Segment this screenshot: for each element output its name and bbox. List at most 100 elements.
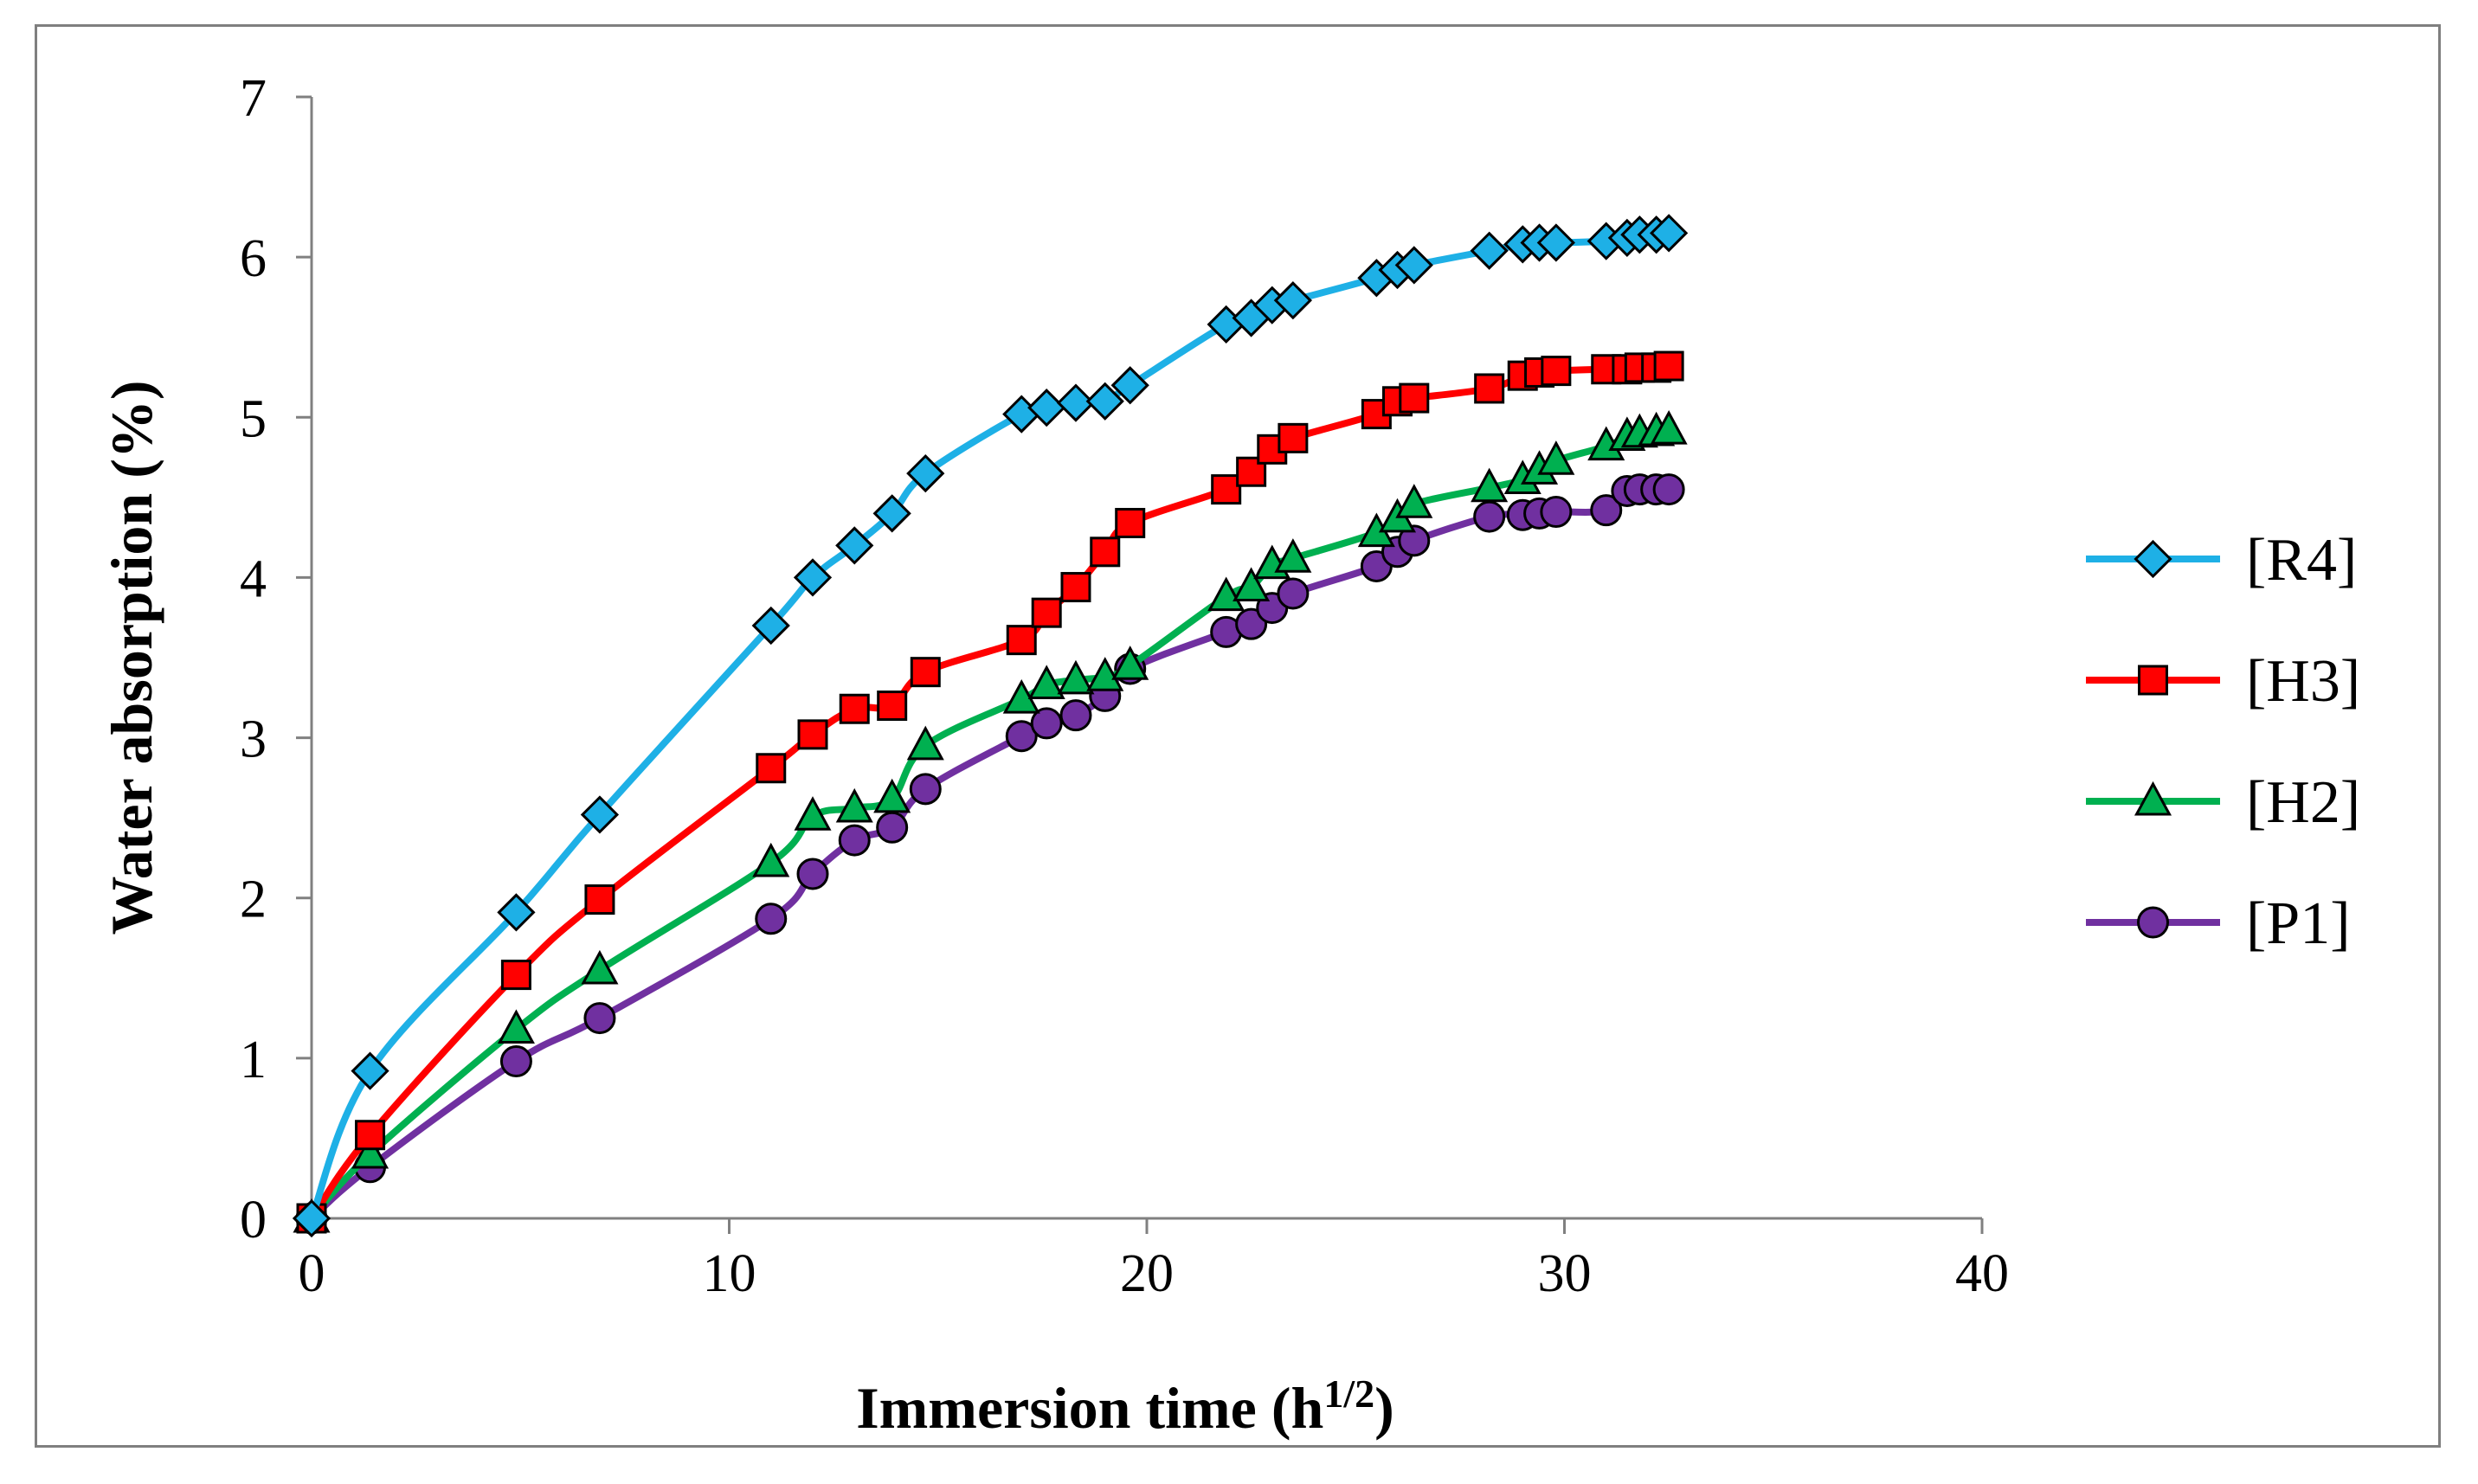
x-axis-title-main: Immersion time <box>856 1375 1257 1441</box>
data-point <box>1653 350 1684 382</box>
y-tick-label: 4 <box>240 549 267 608</box>
data-point <box>1399 382 1430 414</box>
data-point <box>909 773 942 806</box>
y-tick-label: 2 <box>240 870 267 929</box>
data-point <box>1394 246 1433 285</box>
data-point <box>1085 382 1124 421</box>
data-point <box>838 824 871 857</box>
y-tick-label: 3 <box>240 710 267 769</box>
x-tick-label: 10 <box>703 1244 756 1303</box>
y-tick-label: 7 <box>240 69 267 128</box>
data-point <box>1030 707 1063 740</box>
data-point <box>499 1045 532 1078</box>
x-tick-label: 20 <box>1120 1244 1174 1303</box>
legend-label: [H3] <box>2246 648 2360 715</box>
series-line <box>308 427 1673 1222</box>
data-point <box>1278 422 1309 453</box>
legend-marker <box>2138 665 2168 696</box>
data-point <box>1590 494 1623 527</box>
data-point <box>583 1002 616 1035</box>
data-point <box>351 1134 389 1169</box>
legend-marker <box>2134 539 2172 579</box>
data-point <box>1471 467 1509 503</box>
series-line <box>308 485 1673 1222</box>
data-point <box>1006 625 1037 656</box>
legend-label: [R4] <box>2246 527 2357 594</box>
y-tick-label: 0 <box>240 1191 267 1250</box>
data-point <box>1233 567 1271 602</box>
data-point <box>1207 576 1245 612</box>
data-point <box>1059 699 1092 732</box>
series-layer <box>292 214 1689 1238</box>
data-point <box>500 960 531 991</box>
legend-item: [H3] <box>2086 648 2360 715</box>
data-point <box>1211 474 1242 505</box>
series-h2 <box>293 409 1688 1233</box>
x-tick-label: 40 <box>1955 1244 2009 1303</box>
data-point <box>1110 366 1149 405</box>
legend-item: [R4] <box>2086 527 2357 594</box>
y-tick-label: 1 <box>240 1031 267 1089</box>
series-p1 <box>295 473 1685 1235</box>
x-axis-title-unit-sup: 1/2 <box>1323 1372 1374 1416</box>
data-point <box>1115 507 1146 538</box>
data-point <box>1027 665 1065 699</box>
data-point <box>751 606 790 646</box>
data-point <box>1277 577 1310 610</box>
legend-marker <box>2137 906 2169 939</box>
data-point <box>752 842 790 877</box>
data-point <box>1473 500 1506 533</box>
data-point <box>1111 646 1149 680</box>
data-point <box>1274 538 1312 573</box>
data-point <box>794 796 832 831</box>
data-point <box>877 691 908 722</box>
data-point <box>1650 214 1689 253</box>
data-point <box>906 725 944 761</box>
data-point <box>292 1198 331 1238</box>
x-axis-title-close: ) <box>1374 1375 1394 1441</box>
data-point <box>1060 572 1091 603</box>
x-axis-title-open: ( <box>1257 1375 1291 1441</box>
legend-label: [H2] <box>2246 769 2360 836</box>
data-point <box>497 1009 535 1044</box>
data-point <box>355 1120 386 1151</box>
series-h3 <box>296 350 1684 1234</box>
data-point <box>1541 356 1572 387</box>
data-point <box>1474 373 1505 404</box>
x-tick-label: 30 <box>1538 1244 1592 1303</box>
data-point <box>1056 383 1096 422</box>
data-point <box>580 795 620 834</box>
data-point <box>1057 659 1095 695</box>
data-point <box>876 811 909 844</box>
data-point <box>793 558 833 597</box>
data-point <box>581 949 619 985</box>
data-point <box>1470 231 1509 270</box>
data-point <box>584 884 615 915</box>
data-point <box>910 657 941 688</box>
x-axis-title-unit: h <box>1291 1375 1324 1441</box>
legend-marker <box>2134 781 2172 816</box>
legend: [R4] [H3] [H2] [P1] <box>2086 527 2360 957</box>
axes: 0 1 2 3 4 5 6 7 0 10 20 30 40 <box>240 69 2009 1303</box>
series-r4 <box>292 214 1689 1238</box>
data-point <box>1395 484 1433 518</box>
y-tick-label: 5 <box>240 389 267 448</box>
x-tick-label: 0 <box>299 1244 325 1303</box>
y-axis-title: Water absorption (%) <box>99 381 164 935</box>
legend-item: [P1] <box>2086 890 2351 957</box>
data-point <box>1086 657 1124 691</box>
data-point <box>1273 281 1312 320</box>
data-point <box>796 858 829 890</box>
data-point <box>1031 597 1062 628</box>
data-point <box>1652 473 1685 506</box>
data-point <box>1650 409 1688 445</box>
data-point <box>835 526 874 565</box>
data-point <box>1005 720 1038 753</box>
data-point <box>497 893 536 932</box>
data-point <box>755 903 788 935</box>
data-point <box>1235 607 1268 640</box>
data-point <box>839 693 870 724</box>
data-point <box>873 778 911 813</box>
data-point <box>1090 536 1121 568</box>
